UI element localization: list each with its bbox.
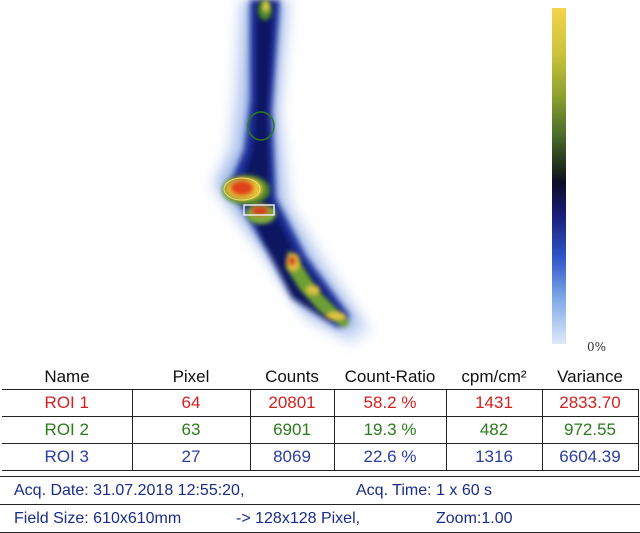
cell-name: ROI 2 [2, 416, 133, 444]
acquisition-info: Acq. Date: 31.07.2018 12:55:20, Acq. Tim… [0, 476, 640, 504]
leg-body [230, 0, 350, 328]
cell-pixel: 63 [131, 416, 251, 444]
table-row-roi-1: ROI 1 64 20801 58.2 % 1431 2833.70 [2, 389, 639, 417]
header-pixel: Pixel [132, 364, 250, 390]
cell-cpm: 482 [445, 416, 543, 444]
cell-name: ROI 3 [2, 443, 133, 471]
scintigraphy-image [210, 0, 372, 345]
matrix-size: -> 128x128 Pixel, [236, 510, 361, 527]
cell-name: ROI 1 [2, 389, 133, 417]
cell-counts: 8069 [249, 443, 335, 471]
cell-cpm: 1316 [445, 443, 543, 471]
header-cpm: cpm/cm² [446, 364, 542, 390]
color-scale-min-label: 0% [587, 340, 607, 354]
cell-counts: 6901 [249, 416, 335, 444]
cell-ratio: 19.3 % [333, 416, 447, 444]
acq-time: Acq. Time: 1 x 60 s [356, 482, 493, 499]
field-size-info: Field Size: 610x610mm -> 128x128 Pixel, … [0, 504, 640, 533]
cell-variance: 2833.70 [541, 389, 639, 417]
cell-pixel: 64 [131, 389, 251, 417]
acq-date: Acq. Date: 31.07.2018 12:55:20, [14, 482, 245, 499]
zoom-level: Zoom:1.00 [436, 510, 513, 527]
header-counts: Counts [250, 364, 334, 390]
roi-1-outline [223, 177, 261, 201]
roi-2-outline [247, 111, 275, 141]
cell-cpm: 1431 [445, 389, 543, 417]
cell-ratio: 58.2 % [333, 389, 447, 417]
field-size: Field Size: 610x610mm [14, 510, 182, 527]
cell-variance: 6604.39 [541, 443, 639, 471]
table-row-roi-3: ROI 3 27 8069 22.6 % 1316 6604.39 [2, 443, 639, 471]
header-name: Name [2, 364, 132, 390]
color-scale-bar [552, 8, 566, 344]
cell-ratio: 22.6 % [333, 443, 447, 471]
roi-table: Name Pixel Counts Count-Ratio cpm/cm² Va… [2, 364, 639, 471]
table-row-roi-2: ROI 2 63 6901 19.3 % 482 972.55 [2, 416, 639, 444]
header-variance: Variance [542, 364, 638, 390]
roi-3-outline [243, 204, 275, 216]
roi-table-header: Name Pixel Counts Count-Ratio cpm/cm² Va… [2, 364, 638, 390]
cell-pixel: 27 [131, 443, 251, 471]
cell-variance: 972.55 [541, 416, 639, 444]
cell-counts: 20801 [249, 389, 335, 417]
hotspots [222, 0, 350, 328]
header-count-ratio: Count-Ratio [334, 364, 446, 390]
